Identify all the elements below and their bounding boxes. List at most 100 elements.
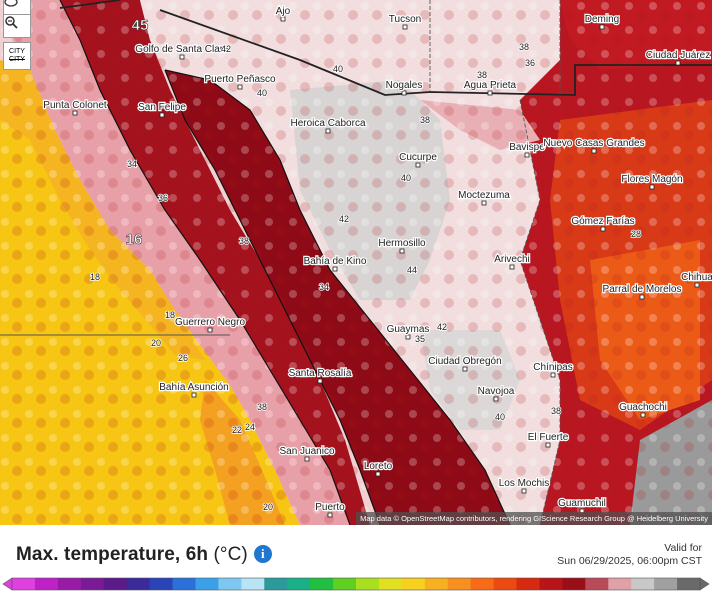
place-marker [600, 226, 606, 232]
place-name: Cucurpe [399, 152, 437, 163]
temperature-map: Ajo Tucson Deming Ciudad Juárez Golfo de San… [0, 0, 712, 525]
place-navojoa: Navojoa [476, 385, 516, 402]
place-marker [332, 266, 338, 272]
temperature-value: 42 [221, 44, 231, 54]
scale-swatch [539, 578, 563, 590]
scale-swatch [34, 578, 59, 590]
place-deming: Deming [584, 13, 620, 30]
temperature-value: 20 [263, 502, 273, 512]
place-name: Guamuchil [558, 498, 606, 509]
scale-swatch [470, 578, 495, 590]
place-name: Deming [585, 14, 619, 25]
temperature-value: 16 [126, 231, 143, 248]
place-name: Chihua [681, 272, 712, 283]
place-ajo: Ajo [275, 5, 292, 22]
place-asuncion: Bahía Asunción [158, 381, 230, 398]
place-marker [521, 488, 527, 494]
scale-swatch [356, 578, 380, 590]
temperature-value: 18 [90, 272, 100, 282]
map-view[interactable]: Ajo Tucson Deming Ciudad Juárez Golfo de San… [0, 0, 712, 525]
place-casas: Nuevo Casas Grandes [542, 137, 646, 154]
place-marker [694, 282, 700, 288]
place-kino: Bahía de Kino [302, 255, 368, 272]
place-marker [462, 366, 468, 372]
place-name: Ajo [276, 6, 291, 17]
place-arivechi: Arivechi [493, 253, 531, 270]
city-labels-toggle[interactable]: CITY CITY [3, 42, 31, 70]
place-name: Loreto [364, 461, 393, 472]
place-marker [401, 90, 407, 96]
temperature-value: 42 [437, 322, 447, 332]
place-penasco: Puerto Peñasco [203, 73, 277, 90]
scale-swatch [562, 578, 586, 590]
temperature-value: 35 [415, 334, 425, 344]
scale-swatch [516, 578, 540, 590]
place-rosalia: Santa Rosalía [287, 367, 353, 384]
place-name: Heroica Caborca [290, 118, 365, 129]
place-name: Bahía Asunción [159, 382, 229, 393]
place-name: Puerto Peñasco [204, 74, 276, 85]
place-name: Santa Rosalía [289, 368, 352, 379]
place-flores: Flores Magón [620, 173, 684, 190]
place-marker [405, 334, 411, 340]
scale-swatch [608, 578, 632, 590]
city-toggle-label-struck: CITY [9, 56, 25, 63]
place-name: Hermosillo [378, 238, 426, 249]
place-marker [325, 128, 331, 134]
place-name: Flores Magón [621, 174, 682, 185]
place-puerto: Puerto [314, 501, 346, 518]
zoom-button[interactable] [3, 14, 31, 38]
place-juarez: Ciudad Juárez [645, 49, 711, 66]
place-name: Nogales [386, 80, 423, 91]
place-marker [509, 264, 515, 270]
temperature-values: 45 16 42 40 40 38 38 36 38 34 36 40 42 44 28 18 38 34 18 20… [89, 17, 642, 513]
legend-title: Max. temperature, 6h (°C) i [16, 544, 272, 566]
place-marker [649, 184, 655, 190]
temperature-value: 44 [407, 265, 417, 275]
info-icon[interactable]: i [253, 545, 272, 563]
place-marker [159, 112, 165, 118]
baja-east-coastline [164, 69, 381, 525]
eye-icon [4, 0, 18, 7]
place-parral: Parral de Morelos [601, 283, 683, 300]
place-guachochi: Guachochi [618, 401, 668, 418]
scale-swatch [654, 578, 678, 590]
place-obregon: Ciudad Obregón [427, 355, 503, 372]
place-marker [179, 54, 185, 60]
place-felipe: San Felipe [137, 101, 188, 118]
temperature-value: 40 [495, 412, 505, 422]
place-guaymas: Guaymas [385, 323, 431, 340]
scale-swatch [401, 578, 426, 590]
place-caborca: Heroica Caborca [289, 117, 367, 134]
temperature-value: 26 [178, 353, 188, 363]
place-name: Tucson [389, 14, 421, 25]
place-name: Ciudad Juárez [646, 50, 710, 61]
temperature-value: 38 [477, 70, 487, 80]
scale-swatch [264, 578, 288, 590]
scale-swatch [310, 578, 334, 590]
legend-title-text: Max. temperature, 6h [16, 544, 209, 565]
place-cucurpe: Cucurpe [398, 151, 439, 168]
place-mochis: Los Mochis [498, 477, 550, 494]
place-marker [487, 90, 493, 96]
place-chinipas: Chínipas [532, 361, 574, 378]
place-name: El Fuerte [528, 432, 569, 443]
scale-swatch [677, 578, 701, 590]
place-name: Golfo de Santa Clara [135, 44, 229, 55]
state-borders [429, 0, 561, 525]
place-name: Punta Colonet [43, 100, 107, 111]
baja-west-coastline [59, 0, 351, 525]
place-hermosillo: Hermosillo [377, 237, 427, 254]
texture-overlay [0, 0, 712, 525]
place-labels: Ajo Tucson Deming Ciudad Juárez Golfo de San… [42, 5, 712, 518]
temperature-value: 38 [551, 406, 561, 416]
zoom-in-button[interactable] [3, 0, 31, 14]
scale-swatch [57, 578, 82, 590]
scale-swatch [333, 578, 357, 590]
scale-swatch [493, 578, 518, 590]
map-attribution: Map data © OpenStreetMap contributors, r… [356, 512, 712, 525]
temperature-value: 36 [158, 193, 168, 203]
place-name: Puerto [315, 502, 345, 513]
temperature-value: 34 [127, 159, 137, 169]
place-marker [402, 24, 408, 30]
